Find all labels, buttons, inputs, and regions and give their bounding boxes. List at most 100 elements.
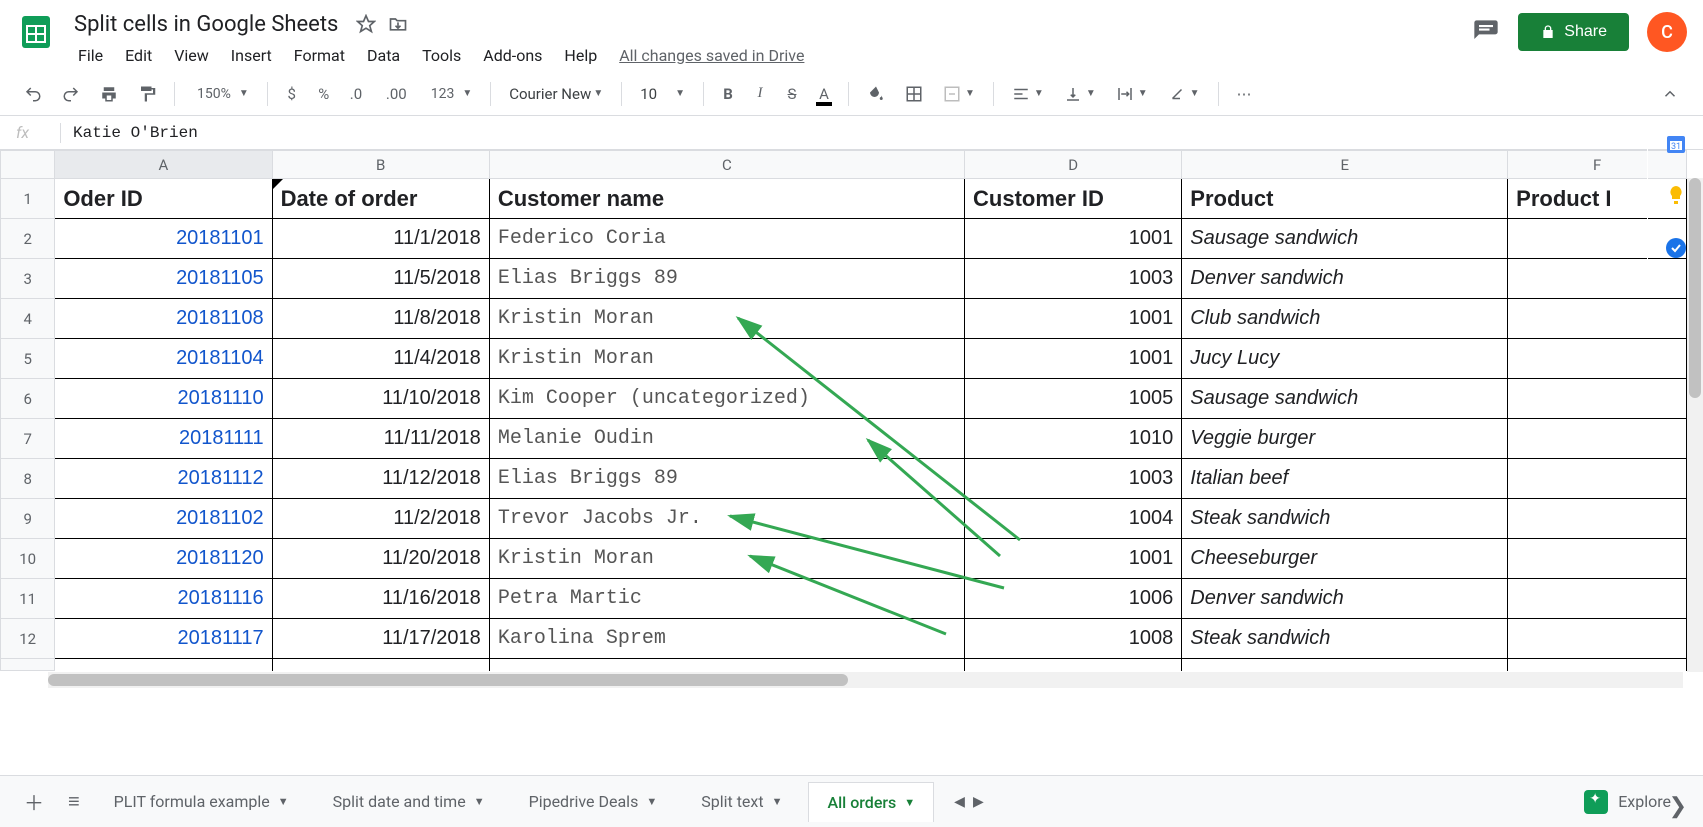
cell[interactable]: Kristin Moran bbox=[489, 539, 964, 579]
cell[interactable]: Elias Briggs 89 bbox=[489, 259, 964, 299]
cell[interactable]: 20181104 bbox=[55, 339, 272, 379]
fill-color-icon[interactable] bbox=[859, 80, 893, 108]
menu-help[interactable]: Help bbox=[554, 42, 607, 69]
cell[interactable]: Kristin Moran bbox=[489, 339, 964, 379]
menu-format[interactable]: Format bbox=[284, 42, 355, 69]
print-icon[interactable] bbox=[92, 80, 126, 108]
cell[interactable]: Melanie Oudin bbox=[489, 419, 964, 459]
cell[interactable]: Veggie burger bbox=[1182, 419, 1508, 459]
rotate-icon[interactable]: ▼ bbox=[1160, 80, 1208, 108]
cell[interactable]: Sausage sandwich bbox=[1182, 219, 1508, 259]
spreadsheet[interactable]: A B C D E F 1 Oder ID Date of order Cust… bbox=[0, 150, 1687, 671]
row-header[interactable]: 6 bbox=[1, 379, 55, 419]
cell[interactable]: 1006 bbox=[965, 579, 1182, 619]
cell[interactable]: 11/12/2018 bbox=[272, 459, 489, 499]
row-header[interactable]: 8 bbox=[1, 459, 55, 499]
horizontal-scrollbar[interactable] bbox=[48, 672, 1683, 688]
menu-file[interactable]: File bbox=[68, 42, 113, 69]
cell[interactable]: Steak sandwich bbox=[1182, 619, 1508, 659]
merge-icon[interactable]: ▼ bbox=[935, 80, 983, 108]
cell[interactable]: 1001 bbox=[965, 539, 1182, 579]
bold-icon[interactable]: B bbox=[714, 80, 742, 108]
cell[interactable]: 1001 bbox=[965, 219, 1182, 259]
cell[interactable]: Kim Cooper (uncategorized) bbox=[489, 379, 964, 419]
halign-icon[interactable]: ▼ bbox=[1004, 80, 1052, 108]
cell[interactable] bbox=[1508, 339, 1687, 379]
cell[interactable]: Jucy Lucy bbox=[1182, 339, 1508, 379]
row-header[interactable]: 2 bbox=[1, 219, 55, 259]
cell[interactable]: 20181101 bbox=[55, 219, 272, 259]
strike-icon[interactable]: S bbox=[778, 80, 806, 108]
cell[interactable]: 20181116 bbox=[55, 579, 272, 619]
cell[interactable]: 20181102 bbox=[55, 499, 272, 539]
redo-icon[interactable] bbox=[54, 80, 88, 108]
cell[interactable]: 1001 bbox=[965, 339, 1182, 379]
menu-insert[interactable]: Insert bbox=[221, 42, 282, 69]
cell[interactable]: 1004 bbox=[965, 499, 1182, 539]
col-header-A[interactable]: A bbox=[55, 151, 272, 179]
row-header[interactable]: 11 bbox=[1, 579, 55, 619]
fontsize-select[interactable]: 10▼ bbox=[632, 80, 693, 108]
cell[interactable]: Petra Martic bbox=[489, 579, 964, 619]
sheets-logo-icon[interactable] bbox=[16, 12, 56, 52]
cell[interactable]: 11/8/2018 bbox=[272, 299, 489, 339]
cell[interactable]: 11/11/2018 bbox=[272, 419, 489, 459]
cell[interactable]: 1008 bbox=[965, 619, 1182, 659]
cell[interactable]: 1001 bbox=[965, 299, 1182, 339]
cell[interactable]: 20181105 bbox=[55, 259, 272, 299]
select-all-corner[interactable] bbox=[1, 151, 55, 179]
cell[interactable]: Kristin Moran bbox=[489, 299, 964, 339]
cell[interactable] bbox=[1508, 299, 1687, 339]
sheet-tab-active[interactable]: All orders▼ bbox=[808, 782, 934, 822]
menu-view[interactable]: View bbox=[164, 42, 219, 69]
cell[interactable]: Steak sandwich bbox=[1182, 499, 1508, 539]
cell[interactable]: 11/5/2018 bbox=[272, 259, 489, 299]
cell[interactable]: 20181120 bbox=[55, 539, 272, 579]
cell[interactable]: Product bbox=[1182, 179, 1508, 219]
saved-state[interactable]: All changes saved in Drive bbox=[609, 42, 814, 69]
wrap-icon[interactable]: ▼ bbox=[1108, 80, 1156, 108]
keep-icon[interactable] bbox=[1664, 184, 1688, 208]
text-color-icon[interactable]: A bbox=[810, 80, 838, 108]
calendar-icon[interactable]: 31 bbox=[1664, 132, 1688, 156]
decrease-decimal-icon[interactable]: .0 bbox=[342, 80, 374, 108]
more-icon[interactable]: ⋯ bbox=[1229, 80, 1260, 108]
cell[interactable]: Karolina Sprem bbox=[489, 619, 964, 659]
cell[interactable]: 20181117 bbox=[55, 619, 272, 659]
cell[interactable]: 11/1/2018 bbox=[272, 219, 489, 259]
cell[interactable] bbox=[1508, 579, 1687, 619]
col-header-B[interactable]: B bbox=[272, 151, 489, 179]
cell[interactable]: 11/16/2018 bbox=[272, 579, 489, 619]
move-icon[interactable] bbox=[388, 14, 408, 34]
menu-data[interactable]: Data bbox=[357, 42, 410, 69]
collapse-toolbar-icon[interactable] bbox=[1653, 80, 1687, 108]
formula-value[interactable]: Katie O'Brien bbox=[73, 124, 198, 142]
cell[interactable]: 1010 bbox=[965, 419, 1182, 459]
cell[interactable] bbox=[1508, 459, 1687, 499]
cell[interactable]: 20181108 bbox=[55, 299, 272, 339]
col-header-E[interactable]: E bbox=[1182, 151, 1508, 179]
row-header[interactable]: 10 bbox=[1, 539, 55, 579]
cell[interactable]: 1005 bbox=[965, 379, 1182, 419]
comments-icon[interactable] bbox=[1472, 18, 1500, 46]
increase-decimal-icon[interactable]: .00 bbox=[378, 80, 415, 108]
document-title[interactable]: Split cells in Google Sheets bbox=[68, 10, 344, 39]
all-sheets-icon[interactable]: ≡ bbox=[60, 781, 88, 822]
cell[interactable]: Date of order bbox=[272, 179, 489, 219]
cell[interactable]: Cheeseburger bbox=[1182, 539, 1508, 579]
col-header-C[interactable]: C bbox=[489, 151, 964, 179]
cell[interactable]: Trevor Jacobs Jr. bbox=[489, 499, 964, 539]
cell[interactable] bbox=[1508, 379, 1687, 419]
cell[interactable]: Elias Briggs 89 bbox=[489, 459, 964, 499]
sheet-tab[interactable]: PLIT formula example▼ bbox=[96, 782, 307, 821]
col-header-D[interactable]: D bbox=[965, 151, 1182, 179]
cell[interactable]: Italian beef bbox=[1182, 459, 1508, 499]
undo-icon[interactable] bbox=[16, 80, 50, 108]
menu-addons[interactable]: Add-ons bbox=[473, 42, 552, 69]
cell[interactable]: 11/17/2018 bbox=[272, 619, 489, 659]
cell[interactable]: 20181112 bbox=[55, 459, 272, 499]
row-header[interactable]: 5 bbox=[1, 339, 55, 379]
cell[interactable] bbox=[1508, 499, 1687, 539]
cell[interactable]: 11/20/2018 bbox=[272, 539, 489, 579]
cell[interactable]: 20181111 bbox=[55, 419, 272, 459]
